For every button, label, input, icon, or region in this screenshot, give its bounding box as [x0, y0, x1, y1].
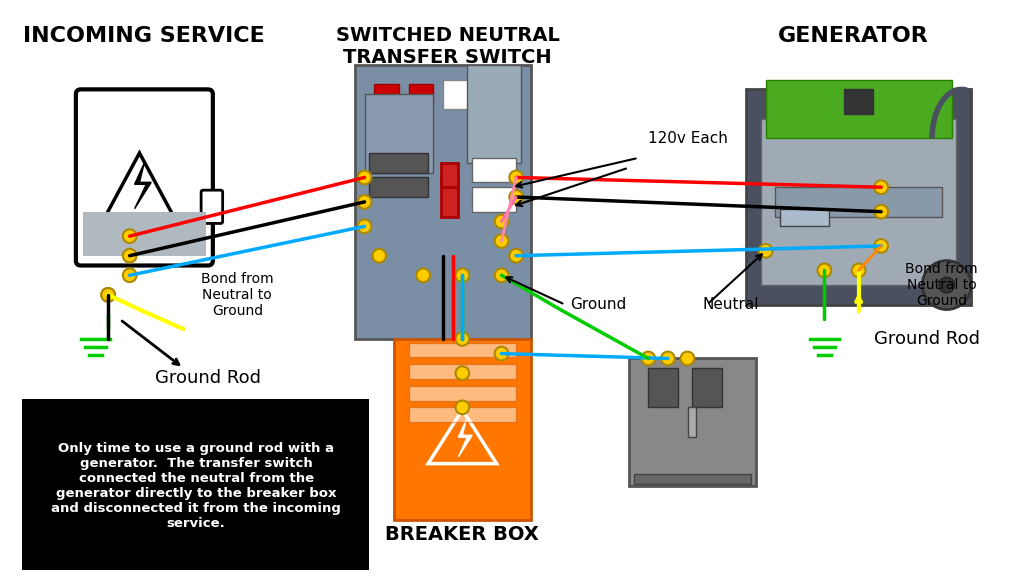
Circle shape: [759, 244, 772, 257]
Text: Ground Rod: Ground Rod: [874, 330, 980, 348]
Circle shape: [495, 268, 508, 282]
Text: Ground: Ground: [570, 297, 627, 312]
Circle shape: [101, 288, 115, 302]
Circle shape: [662, 351, 675, 365]
Bar: [375, 85, 398, 104]
Text: Bond from
Neutral to
Ground: Bond from Neutral to Ground: [905, 262, 978, 308]
Bar: [472, 187, 516, 212]
Circle shape: [852, 264, 865, 277]
Bar: [688, 407, 696, 437]
FancyBboxPatch shape: [76, 89, 213, 266]
Circle shape: [641, 351, 655, 365]
Circle shape: [456, 332, 469, 346]
Circle shape: [923, 260, 971, 309]
Text: SWITCHED NEUTRAL
TRANSFER SWITCH: SWITCHED NEUTRAL TRANSFER SWITCH: [336, 26, 560, 67]
Bar: [409, 343, 516, 358]
Circle shape: [357, 195, 372, 209]
Circle shape: [123, 268, 136, 282]
Circle shape: [373, 249, 386, 263]
Text: INCOMING SERVICE: INCOMING SERVICE: [24, 26, 265, 46]
Circle shape: [357, 219, 372, 233]
Bar: [370, 177, 428, 197]
Circle shape: [681, 351, 694, 365]
Text: 120v Each: 120v Each: [648, 131, 728, 146]
Bar: [409, 386, 516, 400]
Text: Only time to use a ground rod with a
generator.  The transfer switch
connected t: Only time to use a ground rod with a gen…: [51, 442, 341, 530]
Bar: [692, 368, 722, 407]
Bar: [844, 89, 873, 114]
Bar: [354, 65, 530, 339]
FancyBboxPatch shape: [23, 399, 370, 570]
Bar: [634, 474, 751, 484]
Circle shape: [417, 268, 430, 282]
Bar: [409, 85, 433, 104]
Circle shape: [456, 366, 469, 380]
Bar: [761, 119, 956, 285]
Bar: [780, 209, 829, 226]
Text: GENERATOR: GENERATOR: [778, 26, 929, 46]
Bar: [472, 158, 516, 183]
Bar: [441, 163, 459, 187]
Text: Ground Rod: Ground Rod: [155, 369, 261, 387]
Circle shape: [357, 170, 372, 184]
Circle shape: [817, 264, 831, 277]
Bar: [442, 79, 516, 109]
Circle shape: [456, 268, 469, 282]
Bar: [746, 89, 971, 305]
Bar: [409, 407, 516, 422]
Text: Bond from
Neutral to
Ground: Bond from Neutral to Ground: [201, 272, 273, 318]
Circle shape: [495, 234, 508, 248]
Polygon shape: [134, 163, 152, 209]
Bar: [394, 339, 530, 520]
Bar: [648, 368, 678, 407]
Circle shape: [495, 215, 508, 228]
Circle shape: [509, 190, 523, 204]
Bar: [766, 79, 951, 138]
Circle shape: [123, 229, 136, 243]
Bar: [441, 183, 459, 217]
Circle shape: [939, 277, 954, 293]
Text: BREAKER BOX: BREAKER BOX: [385, 525, 540, 544]
Circle shape: [123, 249, 136, 263]
Bar: [775, 187, 942, 217]
Bar: [467, 65, 521, 163]
Bar: [370, 153, 428, 173]
Circle shape: [509, 170, 523, 184]
Bar: [365, 94, 433, 173]
Circle shape: [456, 400, 469, 414]
Bar: [83, 212, 206, 256]
Polygon shape: [459, 419, 472, 457]
Bar: [409, 364, 516, 379]
Circle shape: [495, 347, 508, 361]
Bar: [629, 358, 756, 486]
Circle shape: [509, 249, 523, 263]
FancyBboxPatch shape: [201, 190, 222, 223]
Text: Neutral: Neutral: [702, 297, 759, 312]
Circle shape: [101, 288, 115, 302]
Circle shape: [874, 239, 888, 253]
Circle shape: [874, 180, 888, 194]
Circle shape: [874, 205, 888, 218]
